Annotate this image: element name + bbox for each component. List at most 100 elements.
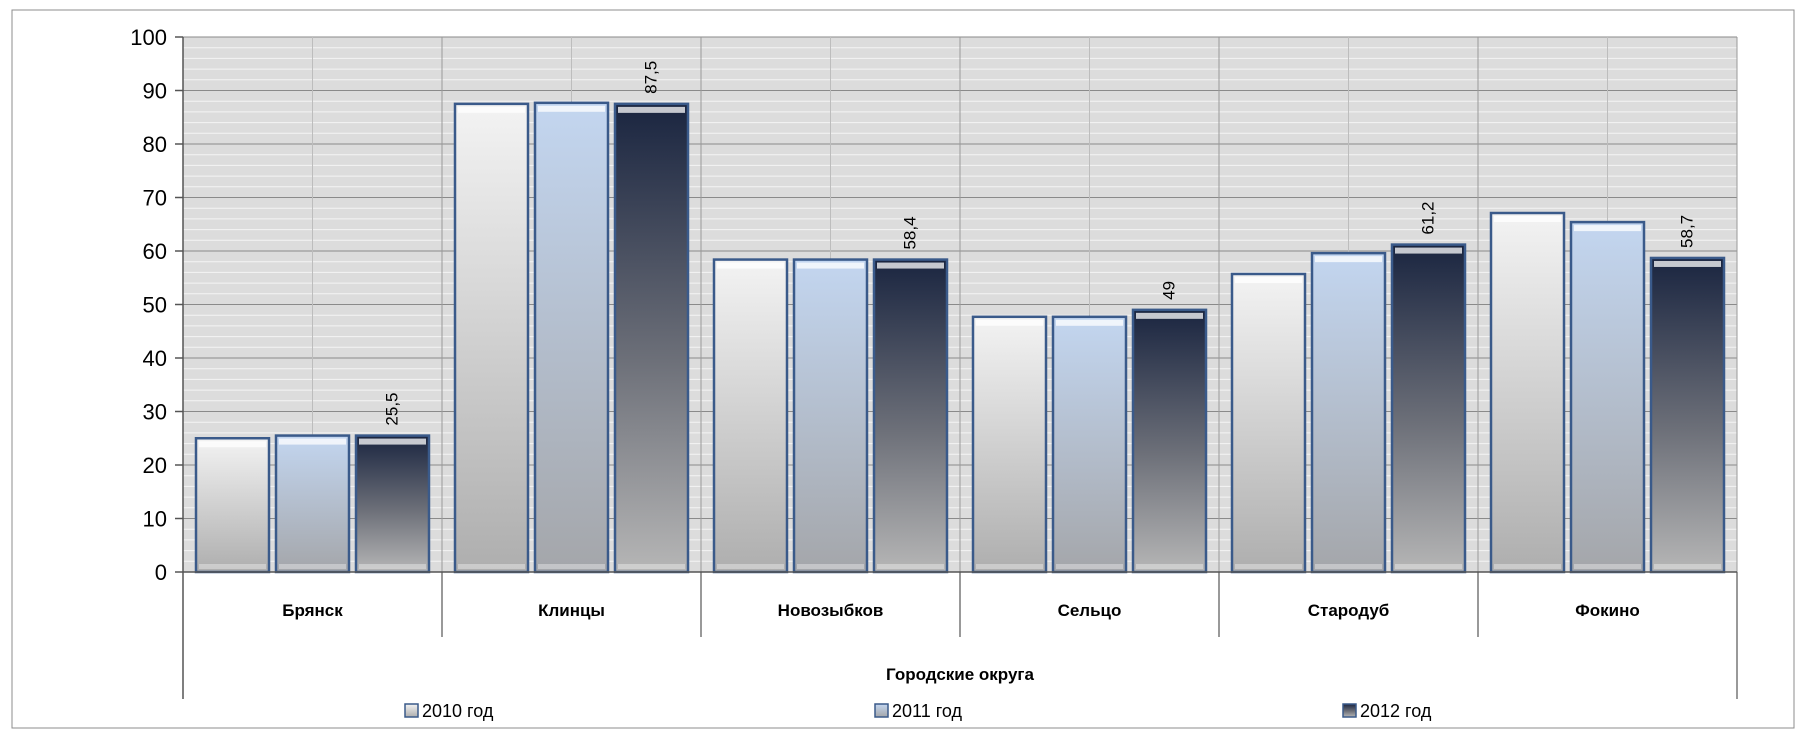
bar-bevel-bottom	[1654, 564, 1721, 569]
bar-bevel	[1654, 260, 1721, 267]
bar-2-series-1	[453, 102, 530, 574]
x-tick-label: Новозыбков	[778, 601, 884, 620]
bar-bevel-bottom	[1395, 564, 1462, 569]
data-label: 61,2	[1419, 201, 1438, 234]
bar-body	[1489, 211, 1566, 574]
bar-5-series-2	[1310, 251, 1387, 574]
bar-1-series-3	[354, 434, 431, 574]
bar-6-series-2	[1569, 220, 1646, 574]
data-label: 87,5	[642, 61, 661, 94]
bar-body	[453, 102, 530, 574]
bar-body	[1310, 251, 1387, 574]
y-tick-label: 70	[143, 186, 167, 211]
x-tick-label: Сельцо	[1058, 601, 1122, 620]
legend-item: 2012 год	[1342, 701, 1432, 721]
bar-bevel	[1315, 256, 1382, 263]
bar-6-series-3	[1649, 256, 1726, 574]
bar-bevel	[1056, 319, 1123, 326]
bar-body	[971, 315, 1048, 574]
bar-bevel-bottom	[976, 564, 1043, 569]
x-tick-label: Фокино	[1575, 601, 1640, 620]
bar-bevel	[279, 438, 346, 445]
y-tick-label: 100	[130, 25, 167, 50]
y-tick-label: 20	[143, 453, 167, 478]
bar-5-series-3	[1390, 243, 1467, 574]
bar-bevel-bottom	[1574, 564, 1641, 569]
bar-bevel	[199, 441, 266, 448]
bar-bevel	[458, 106, 525, 113]
y-tick-label: 0	[155, 560, 167, 585]
bar-3-series-2	[792, 258, 869, 574]
bar-body	[792, 258, 869, 574]
y-tick-label: 10	[143, 507, 167, 532]
bar-bevel	[797, 262, 864, 269]
y-tick-label: 30	[143, 400, 167, 425]
bar-bevel-bottom	[618, 564, 685, 569]
bar-bevel	[976, 319, 1043, 326]
legend-swatch	[1342, 703, 1357, 718]
y-tick-label: 60	[143, 239, 167, 264]
data-label: 58,7	[1678, 215, 1697, 248]
bar-4-series-1	[971, 315, 1048, 574]
bar-body	[872, 258, 949, 574]
bar-bevel-bottom	[1136, 564, 1203, 569]
bar-body	[194, 437, 271, 574]
bar-bevel	[877, 262, 944, 269]
bar-body	[354, 434, 431, 574]
bar-body	[1230, 272, 1307, 574]
legend-item: 2011 год	[874, 701, 962, 721]
bar-bevel	[618, 106, 685, 113]
legend-label: 2012 год	[1360, 701, 1432, 721]
bar-4-series-2	[1051, 315, 1128, 574]
bar-body	[1390, 243, 1467, 574]
bar-6-series-1	[1489, 211, 1566, 574]
bar-body	[1649, 256, 1726, 574]
bar-bevel	[1136, 312, 1203, 319]
bar-bevel-bottom	[458, 564, 525, 569]
bar-bevel-bottom	[1056, 564, 1123, 569]
bar-body	[533, 101, 610, 574]
bar-body	[274, 434, 351, 574]
bar-bevel-bottom	[279, 564, 346, 569]
bar-body	[712, 258, 789, 574]
data-label: 25,5	[383, 392, 402, 425]
bar-1-series-2	[274, 434, 351, 574]
bar-3-series-1	[712, 258, 789, 574]
y-tick-label: 40	[143, 346, 167, 371]
bar-bevel-bottom	[538, 564, 605, 569]
bar-2-series-2	[533, 101, 610, 574]
bar-body	[1051, 315, 1128, 574]
bar-bevel-bottom	[1494, 564, 1561, 569]
bar-bevel-bottom	[359, 564, 426, 569]
bar-5-series-1	[1230, 272, 1307, 574]
x-tick-label: Клинцы	[538, 601, 605, 620]
legend: 2010 год 2011 год 2012 год	[404, 701, 1432, 721]
bar-bevel	[1395, 247, 1462, 254]
bar-4-series-3	[1131, 308, 1208, 574]
bar-bevel	[1235, 277, 1302, 284]
x-tick-label: Стародуб	[1308, 601, 1390, 620]
y-tick-label: 90	[143, 79, 167, 104]
legend-label: 2010 год	[422, 701, 494, 721]
bar-bevel	[1574, 225, 1641, 232]
bar-bevel-bottom	[1315, 564, 1382, 569]
x-axis-title: Городские округа	[886, 665, 1034, 684]
data-labels-group: 25,5 87,5 58,4 49 61,2 58,7	[383, 61, 1697, 426]
bar-bevel-bottom	[1235, 564, 1302, 569]
bars-group	[194, 101, 1726, 574]
y-tick-labels: 0 10 20 30 40 50 60 70 80 90 100	[130, 25, 167, 585]
bar-1-series-1	[194, 437, 271, 574]
category-table: Брянск Клинцы Новозыбков Сельцо Стародуб Фоки…	[282, 572, 1738, 699]
bar-bevel	[538, 105, 605, 112]
bar-bevel-bottom	[717, 564, 784, 569]
y-tick-label: 50	[143, 293, 167, 318]
bar-body	[613, 102, 690, 574]
bar-bevel	[359, 438, 426, 445]
bar-bevel-bottom	[797, 564, 864, 569]
bar-3-series-3	[872, 258, 949, 574]
legend-swatch	[874, 703, 889, 718]
bar-bevel-bottom	[877, 564, 944, 569]
bar-bevel	[717, 262, 784, 269]
